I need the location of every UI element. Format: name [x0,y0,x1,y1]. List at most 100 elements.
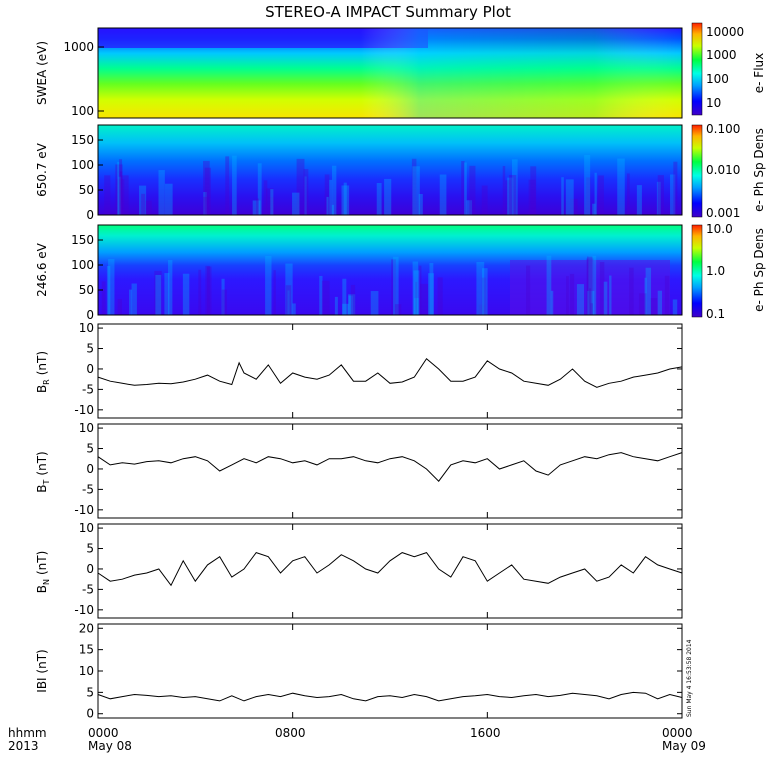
bt-ylabel: BT(nT) [35,451,51,492]
bt-ytick: -10 [74,503,94,517]
pad-streak [546,255,552,315]
pad-streak [256,198,259,215]
pad-streak [411,158,417,215]
footer-date-start: May 08 [88,739,132,753]
magnetic-field-panels: 10 5 0 -5 -10 10 5 0 -5 -10 10 5 0 -5 -10 20 15 10 5 0 [74,321,683,721]
pad-streak [481,185,488,215]
pad-streak [263,180,268,215]
footer-tick-0800: 0800 [275,726,306,740]
pad-streak [576,284,584,315]
pad-streak [478,304,486,315]
pad-streak [118,176,122,215]
pad-streak [203,196,209,215]
pad-streak [657,175,664,215]
pad-streak [418,194,423,215]
br-frame [97,323,683,419]
pad650-cbar-tick-1: 0.010 [706,163,740,177]
bn-panel: 10 5 0 -5 -10 [74,521,683,619]
pad-streak [657,290,663,315]
bt-ytick: 10 [79,421,94,435]
pad-streak [570,198,578,215]
pad-streak [106,265,111,315]
pad-streak [331,204,335,215]
pad-streak [638,293,647,315]
pad-streak [592,203,596,215]
br-ytick: -5 [82,382,94,396]
swea-cbar-tick-100: 100 [706,72,729,86]
pad-streak [530,166,537,215]
pad-streak [108,259,115,315]
bn-ytick: -5 [82,582,94,596]
pad-streak [287,290,290,315]
pad-streak [673,161,678,215]
swea-colorbar [691,22,703,116]
pad-streak [292,192,300,215]
pad650-streaks [104,155,678,215]
pad-streak [629,267,634,315]
pad-streak [587,256,593,315]
pad-streak [221,289,227,315]
pad-streak [439,174,447,215]
generation-stamp: Sun May 4 16:53:58 2014 [686,639,693,717]
pad246-ylabel: 246.6 eV [35,242,49,297]
bmag-series-line [97,691,683,702]
pad-streak [273,270,276,315]
pad650-cbar-label: e- Ph Sp Dens [752,128,766,212]
br-ytick: 5 [86,342,94,356]
br-panel: 10 5 0 -5 -10 [74,321,683,419]
pad-streak [252,200,261,215]
pad-streak [528,179,536,215]
swea-ylabel: SWEA (eV) [35,41,49,105]
footer-tick-1600: 1600 [470,726,501,740]
pad-streak [265,256,272,315]
pad-streak [672,299,678,315]
pad650-ylabel: 650.7 eV [35,142,49,197]
pad-streak [292,303,296,315]
pad-streak [588,288,592,315]
pad650-cbar-tick-2: 0.001 [706,206,740,220]
pad246-colorbar [691,224,703,318]
pad-streak [321,280,330,315]
bmag-ytick: 5 [86,685,94,699]
pad-streak [232,155,237,215]
pad-streak [412,166,420,215]
pad-streak [376,183,382,215]
pad-streak [586,177,591,215]
pad-ytick-150: 150 [71,133,94,147]
br-ytick: -10 [74,403,94,417]
pad-streak [664,275,670,315]
pad-streak [476,261,485,315]
swea-cbar-tick-10000: 10000 [706,25,744,39]
pad-streak [269,197,275,215]
pad-streak [502,166,506,215]
pad650-panel: 150 100 50 0 650.7 eV 0.100 0.010 0.001 e- … [35,122,766,222]
pad-streak [117,299,122,315]
pad-streak [270,189,274,215]
bt-ytick: -5 [82,482,94,496]
pad-streak [204,167,211,215]
pad-streak [182,273,190,315]
pad-streak [414,298,419,315]
pad-streak [511,159,518,215]
pad-streak [101,281,106,315]
pad-streak [164,183,173,215]
pad-streak [104,175,111,215]
pad-streak [158,170,165,215]
swea-cbar-label: e- Flux [752,53,766,93]
pad-streak [394,304,402,315]
pad-streak [303,169,309,215]
pad-streak [119,159,123,215]
pad650-colorbar [691,124,703,218]
pad-streak [464,162,467,215]
pad-streak [324,174,330,215]
pad-streak [154,270,162,315]
pad-streak [509,174,517,215]
pad-streak [296,158,305,215]
pad-streak [285,285,292,315]
bn-ytick: 0 [86,562,94,576]
bn-ylabel: BN(nT) [35,551,51,594]
pad650-cbar-tick-0: 0.100 [706,122,740,136]
pad-streak [342,303,349,315]
pad-ytick-0: 0 [86,208,94,222]
